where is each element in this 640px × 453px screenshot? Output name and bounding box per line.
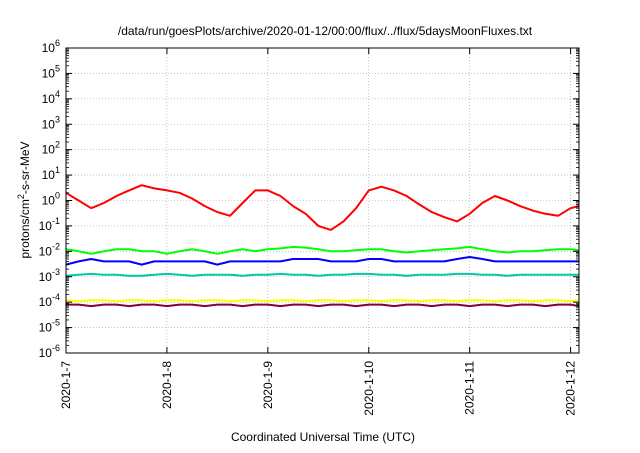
- y-tick-base: 10: [42, 41, 56, 55]
- series-line-6: [66, 303, 580, 308]
- y-tick-label: 102: [42, 140, 60, 157]
- grid: [65, 47, 579, 354]
- y-tick-base: 10: [39, 244, 53, 258]
- y-tick-base: 10: [39, 270, 53, 284]
- series-line-3: [65, 256, 579, 266]
- y-tick-exponent: 0: [55, 191, 60, 201]
- y-tick-label: 103: [42, 114, 60, 131]
- y-tick-exponent: 4: [55, 89, 60, 99]
- y-tick-base: 10: [42, 92, 56, 106]
- series-line-5: [65, 299, 580, 303]
- x-axis: 2020-1-7 2020-1-8 2020-1-9 2020-1-10 2020-1-…: [59, 48, 578, 416]
- x-tick-label: 2020-1-11: [463, 361, 477, 415]
- y-tick-label: 10-3: [39, 267, 60, 284]
- y-tick-label: 10-6: [39, 343, 60, 360]
- y-tick-label: 10-5: [39, 318, 60, 335]
- y-tick-label: 10-2: [39, 241, 60, 258]
- y-axis-title-base: protons/cm: [18, 199, 32, 258]
- y-tick-base: 10: [39, 321, 53, 335]
- y-tick-label: 100: [42, 191, 60, 208]
- x-tick-label: 2020-1-12: [564, 361, 578, 416]
- y-tick-label: 10-1: [39, 216, 60, 233]
- y-tick-base: 10: [39, 295, 53, 309]
- y-tick-label: 106: [42, 38, 60, 55]
- x-tick-label: 2020-1-8: [160, 361, 174, 409]
- y-tick-label: 104: [42, 89, 60, 106]
- y-axis-title-rest: -s-sr-MeV: [18, 141, 32, 194]
- series-line-4: [65, 272, 579, 277]
- y-tick-label: 10-4: [39, 292, 60, 309]
- x-tick-label: 2020-1-9: [261, 361, 275, 409]
- y-tick-exponent: -6: [52, 343, 60, 353]
- series-line-2: [65, 245, 580, 255]
- y-axis-title: protons/cm2-s-sr-MeV: [16, 141, 32, 258]
- plot-frame: [65, 47, 580, 354]
- y-tick-exponent: 6: [55, 38, 60, 48]
- y-tick-base: 10: [42, 143, 56, 157]
- y-tick-exponent: 2: [55, 140, 60, 150]
- y-tick-exponent: 3: [55, 114, 60, 124]
- y-tick-label: 105: [42, 63, 60, 80]
- y-tick-base: 10: [42, 168, 56, 182]
- y-tick-exponent: -5: [52, 318, 60, 328]
- y-tick-exponent: 5: [55, 63, 60, 73]
- x-tick-label: 2020-1-7: [59, 361, 73, 409]
- series-lines: [65, 184, 580, 308]
- y-axis-title-sup: 2: [16, 194, 26, 199]
- y-tick-exponent: -3: [52, 267, 60, 277]
- y-tick-base: 10: [39, 346, 53, 360]
- y-tick-base: 10: [39, 219, 53, 233]
- y-tick-base: 10: [42, 194, 56, 208]
- y-tick-base: 10: [42, 117, 56, 131]
- y-tick-exponent: -4: [52, 292, 60, 302]
- series-line-1: [65, 184, 580, 231]
- y-tick-exponent: 1: [55, 165, 60, 175]
- x-tick-label: 2020-1-10: [362, 361, 376, 416]
- y-tick-label: 101: [42, 165, 60, 182]
- chart-title: /data/run/goesPlots/archive/2020-01-12/0…: [118, 24, 533, 38]
- y-tick-exponent: -2: [52, 241, 60, 251]
- y-tick-exponent: -1: [52, 216, 60, 226]
- y-axis: 10-610-510-410-310-210-11001011021031041…: [39, 38, 579, 360]
- x-axis-title: Coordinated Universal Time (UTC): [231, 430, 415, 444]
- y-tick-base: 10: [42, 66, 56, 80]
